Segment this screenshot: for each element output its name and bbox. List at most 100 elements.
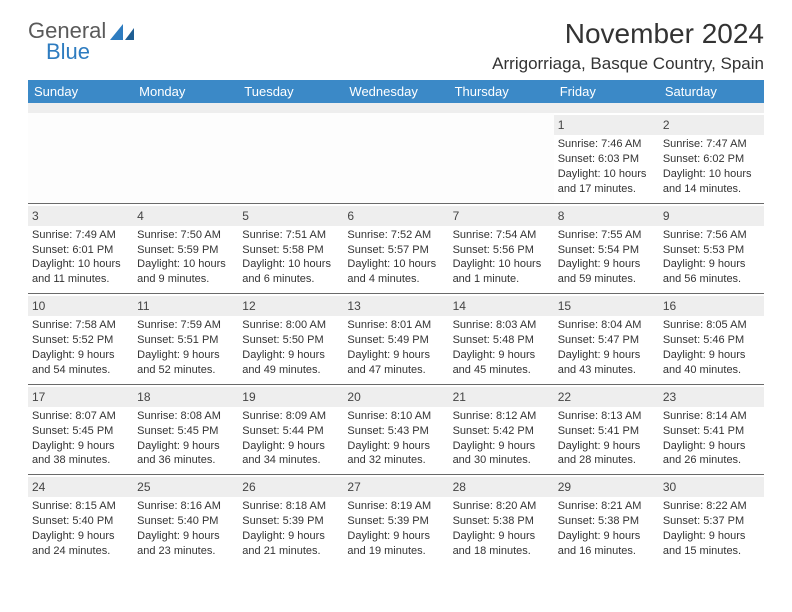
dow-saturday: Saturday bbox=[659, 80, 764, 103]
day-cell: 4Sunrise: 7:50 AMSunset: 5:59 PMDaylight… bbox=[133, 204, 238, 294]
header: General Blue November 2024 Arrigorriaga,… bbox=[28, 18, 764, 74]
sunrise-text: Sunrise: 8:19 AM bbox=[347, 499, 444, 514]
sunrise-text: Sunrise: 7:46 AM bbox=[558, 137, 655, 152]
sunset-text: Sunset: 5:41 PM bbox=[558, 424, 655, 439]
daylight-text: Daylight: 9 hours and 26 minutes. bbox=[663, 439, 760, 469]
dow-friday: Friday bbox=[554, 80, 659, 103]
sunrise-text: Sunrise: 8:01 AM bbox=[347, 318, 444, 333]
week-row: 24Sunrise: 8:15 AMSunset: 5:40 PMDayligh… bbox=[28, 475, 764, 565]
day-cell: 10Sunrise: 7:58 AMSunset: 5:52 PMDayligh… bbox=[28, 294, 133, 384]
day-cell: 28Sunrise: 8:20 AMSunset: 5:38 PMDayligh… bbox=[449, 475, 554, 565]
sunrise-text: Sunrise: 8:14 AM bbox=[663, 409, 760, 424]
day-number: 29 bbox=[554, 477, 659, 497]
daylight-text: Daylight: 9 hours and 38 minutes. bbox=[32, 439, 129, 469]
day-cell: 16Sunrise: 8:05 AMSunset: 5:46 PMDayligh… bbox=[659, 294, 764, 384]
daylight-text: Daylight: 9 hours and 34 minutes. bbox=[242, 439, 339, 469]
day-number: 2 bbox=[659, 115, 764, 135]
day-number: 14 bbox=[449, 296, 554, 316]
sunrise-text: Sunrise: 7:49 AM bbox=[32, 228, 129, 243]
sunrise-text: Sunrise: 7:59 AM bbox=[137, 318, 234, 333]
day-cell: 14Sunrise: 8:03 AMSunset: 5:48 PMDayligh… bbox=[449, 294, 554, 384]
sunset-text: Sunset: 5:45 PM bbox=[137, 424, 234, 439]
day-number: 4 bbox=[133, 206, 238, 226]
dow-monday: Monday bbox=[133, 80, 238, 103]
daylight-text: Daylight: 9 hours and 40 minutes. bbox=[663, 348, 760, 378]
day-number: 10 bbox=[28, 296, 133, 316]
day-number: 8 bbox=[554, 206, 659, 226]
sunset-text: Sunset: 5:52 PM bbox=[32, 333, 129, 348]
day-number: 24 bbox=[28, 477, 133, 497]
week-row: 1Sunrise: 7:46 AMSunset: 6:03 PMDaylight… bbox=[28, 113, 764, 204]
empty-cell bbox=[238, 113, 343, 203]
sunset-text: Sunset: 5:48 PM bbox=[453, 333, 550, 348]
dow-sunday: Sunday bbox=[28, 80, 133, 103]
sunrise-text: Sunrise: 7:54 AM bbox=[453, 228, 550, 243]
sunrise-text: Sunrise: 8:05 AM bbox=[663, 318, 760, 333]
day-cell: 25Sunrise: 8:16 AMSunset: 5:40 PMDayligh… bbox=[133, 475, 238, 565]
month-title: November 2024 bbox=[492, 18, 764, 50]
sunrise-text: Sunrise: 8:21 AM bbox=[558, 499, 655, 514]
day-number: 3 bbox=[28, 206, 133, 226]
sunset-text: Sunset: 5:58 PM bbox=[242, 243, 339, 258]
day-number: 15 bbox=[554, 296, 659, 316]
day-number: 20 bbox=[343, 387, 448, 407]
sunrise-text: Sunrise: 8:09 AM bbox=[242, 409, 339, 424]
spacer-row bbox=[28, 103, 764, 113]
sunset-text: Sunset: 5:57 PM bbox=[347, 243, 444, 258]
sunrise-text: Sunrise: 7:56 AM bbox=[663, 228, 760, 243]
day-number: 23 bbox=[659, 387, 764, 407]
sunrise-text: Sunrise: 8:07 AM bbox=[32, 409, 129, 424]
day-number: 6 bbox=[343, 206, 448, 226]
week-row: 17Sunrise: 8:07 AMSunset: 5:45 PMDayligh… bbox=[28, 385, 764, 476]
sunrise-text: Sunrise: 8:22 AM bbox=[663, 499, 760, 514]
sunrise-text: Sunrise: 8:12 AM bbox=[453, 409, 550, 424]
sunset-text: Sunset: 5:53 PM bbox=[663, 243, 760, 258]
day-number: 21 bbox=[449, 387, 554, 407]
sunrise-text: Sunrise: 8:16 AM bbox=[137, 499, 234, 514]
day-cell: 17Sunrise: 8:07 AMSunset: 5:45 PMDayligh… bbox=[28, 385, 133, 475]
day-number: 30 bbox=[659, 477, 764, 497]
day-number: 19 bbox=[238, 387, 343, 407]
sunset-text: Sunset: 5:44 PM bbox=[242, 424, 339, 439]
day-cell: 15Sunrise: 8:04 AMSunset: 5:47 PMDayligh… bbox=[554, 294, 659, 384]
sunset-text: Sunset: 6:02 PM bbox=[663, 152, 760, 167]
title-block: November 2024 Arrigorriaga, Basque Count… bbox=[492, 18, 764, 74]
sunset-text: Sunset: 6:03 PM bbox=[558, 152, 655, 167]
sunset-text: Sunset: 5:54 PM bbox=[558, 243, 655, 258]
sunset-text: Sunset: 5:40 PM bbox=[32, 514, 129, 529]
day-number: 11 bbox=[133, 296, 238, 316]
sunset-text: Sunset: 5:41 PM bbox=[663, 424, 760, 439]
sunrise-text: Sunrise: 8:08 AM bbox=[137, 409, 234, 424]
day-cell: 1Sunrise: 7:46 AMSunset: 6:03 PMDaylight… bbox=[554, 113, 659, 203]
sunset-text: Sunset: 5:56 PM bbox=[453, 243, 550, 258]
day-cell: 12Sunrise: 8:00 AMSunset: 5:50 PMDayligh… bbox=[238, 294, 343, 384]
sunrise-text: Sunrise: 7:55 AM bbox=[558, 228, 655, 243]
day-cell: 3Sunrise: 7:49 AMSunset: 6:01 PMDaylight… bbox=[28, 204, 133, 294]
daylight-text: Daylight: 9 hours and 47 minutes. bbox=[347, 348, 444, 378]
sail-icon bbox=[110, 22, 136, 42]
daylight-text: Daylight: 9 hours and 23 minutes. bbox=[137, 529, 234, 559]
daylight-text: Daylight: 9 hours and 15 minutes. bbox=[663, 529, 760, 559]
daylight-text: Daylight: 10 hours and 9 minutes. bbox=[137, 257, 234, 287]
daylight-text: Daylight: 9 hours and 52 minutes. bbox=[137, 348, 234, 378]
daylight-text: Daylight: 10 hours and 11 minutes. bbox=[32, 257, 129, 287]
day-cell: 2Sunrise: 7:47 AMSunset: 6:02 PMDaylight… bbox=[659, 113, 764, 203]
day-cell: 22Sunrise: 8:13 AMSunset: 5:41 PMDayligh… bbox=[554, 385, 659, 475]
daylight-text: Daylight: 9 hours and 19 minutes. bbox=[347, 529, 444, 559]
sunrise-text: Sunrise: 7:50 AM bbox=[137, 228, 234, 243]
week-row: 10Sunrise: 7:58 AMSunset: 5:52 PMDayligh… bbox=[28, 294, 764, 385]
location: Arrigorriaga, Basque Country, Spain bbox=[492, 54, 764, 74]
day-cell: 11Sunrise: 7:59 AMSunset: 5:51 PMDayligh… bbox=[133, 294, 238, 384]
day-number: 5 bbox=[238, 206, 343, 226]
daylight-text: Daylight: 9 hours and 18 minutes. bbox=[453, 529, 550, 559]
day-number: 25 bbox=[133, 477, 238, 497]
day-cell: 21Sunrise: 8:12 AMSunset: 5:42 PMDayligh… bbox=[449, 385, 554, 475]
sunrise-text: Sunrise: 7:47 AM bbox=[663, 137, 760, 152]
daylight-text: Daylight: 9 hours and 21 minutes. bbox=[242, 529, 339, 559]
daylight-text: Daylight: 9 hours and 28 minutes. bbox=[558, 439, 655, 469]
dow-row: Sunday Monday Tuesday Wednesday Thursday… bbox=[28, 80, 764, 103]
day-cell: 24Sunrise: 8:15 AMSunset: 5:40 PMDayligh… bbox=[28, 475, 133, 565]
dow-thursday: Thursday bbox=[449, 80, 554, 103]
day-cell: 27Sunrise: 8:19 AMSunset: 5:39 PMDayligh… bbox=[343, 475, 448, 565]
sunset-text: Sunset: 5:49 PM bbox=[347, 333, 444, 348]
